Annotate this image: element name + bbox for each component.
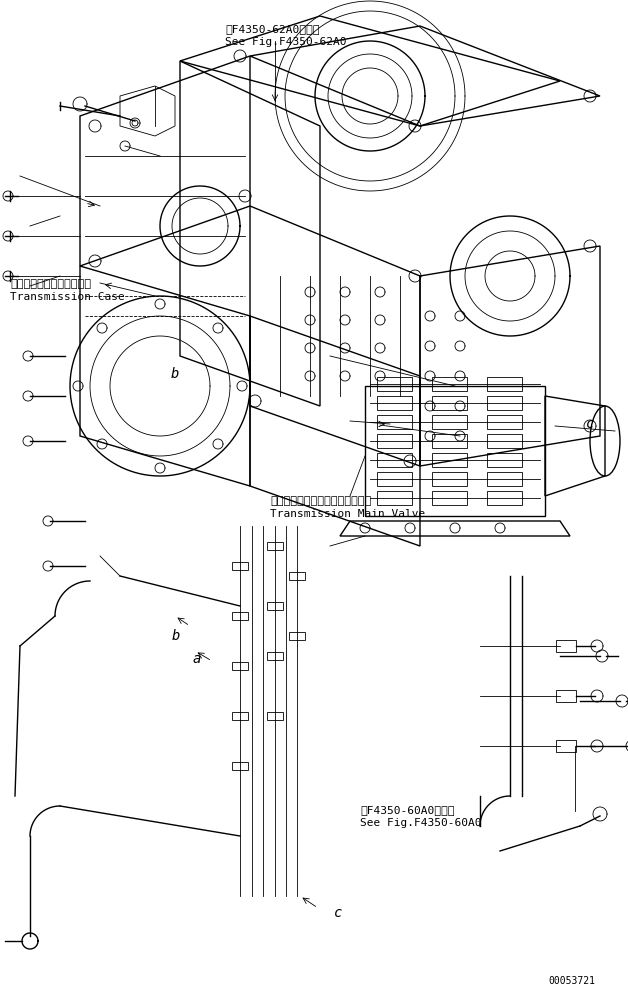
Bar	[267, 542, 283, 550]
Bar	[289, 632, 305, 640]
Text: c: c	[586, 417, 594, 431]
Bar	[432, 491, 467, 505]
Bar	[377, 453, 412, 467]
Bar	[232, 762, 248, 770]
Bar	[232, 662, 248, 670]
Text: b: b	[171, 367, 179, 381]
Bar	[232, 712, 248, 720]
Text: トランスミッションケース: トランスミッションケース	[10, 279, 91, 289]
Bar	[487, 434, 522, 448]
Bar	[232, 612, 248, 620]
Bar	[432, 472, 467, 486]
Text: See Fig.F4350-62A0: See Fig.F4350-62A0	[225, 37, 347, 47]
Bar	[377, 396, 412, 410]
Bar	[232, 562, 248, 570]
Bar	[487, 415, 522, 429]
Bar	[556, 690, 576, 702]
Text: a: a	[193, 652, 201, 666]
Text: Transmission Case: Transmission Case	[10, 292, 125, 302]
Text: トランスミッションメインバルブ: トランスミッションメインバルブ	[270, 496, 371, 506]
Text: Transmission Main Valve: Transmission Main Valve	[270, 509, 425, 519]
Bar	[556, 640, 576, 652]
Bar	[267, 712, 283, 720]
Bar	[377, 472, 412, 486]
Bar	[377, 377, 412, 391]
Bar	[377, 491, 412, 505]
Bar	[487, 396, 522, 410]
Bar	[432, 434, 467, 448]
Bar	[432, 396, 467, 410]
Bar	[487, 453, 522, 467]
Bar	[487, 472, 522, 486]
Text: c: c	[334, 906, 342, 920]
Text: See Fig.F4350-60A0: See Fig.F4350-60A0	[360, 818, 482, 828]
Bar	[289, 572, 305, 580]
Bar	[432, 453, 467, 467]
Bar	[487, 377, 522, 391]
Text: 第F4350-62A0図参照: 第F4350-62A0図参照	[225, 24, 320, 34]
Bar	[432, 377, 467, 391]
Bar	[432, 415, 467, 429]
Bar	[377, 415, 412, 429]
Text: 第F4350-60A0図参照: 第F4350-60A0図参照	[360, 805, 455, 815]
Bar	[267, 602, 283, 610]
Bar	[267, 652, 283, 660]
Bar	[487, 491, 522, 505]
Bar	[377, 434, 412, 448]
Bar	[556, 740, 576, 752]
Text: b: b	[172, 629, 180, 643]
Text: 00053721: 00053721	[548, 976, 595, 986]
Bar	[365, 386, 545, 516]
